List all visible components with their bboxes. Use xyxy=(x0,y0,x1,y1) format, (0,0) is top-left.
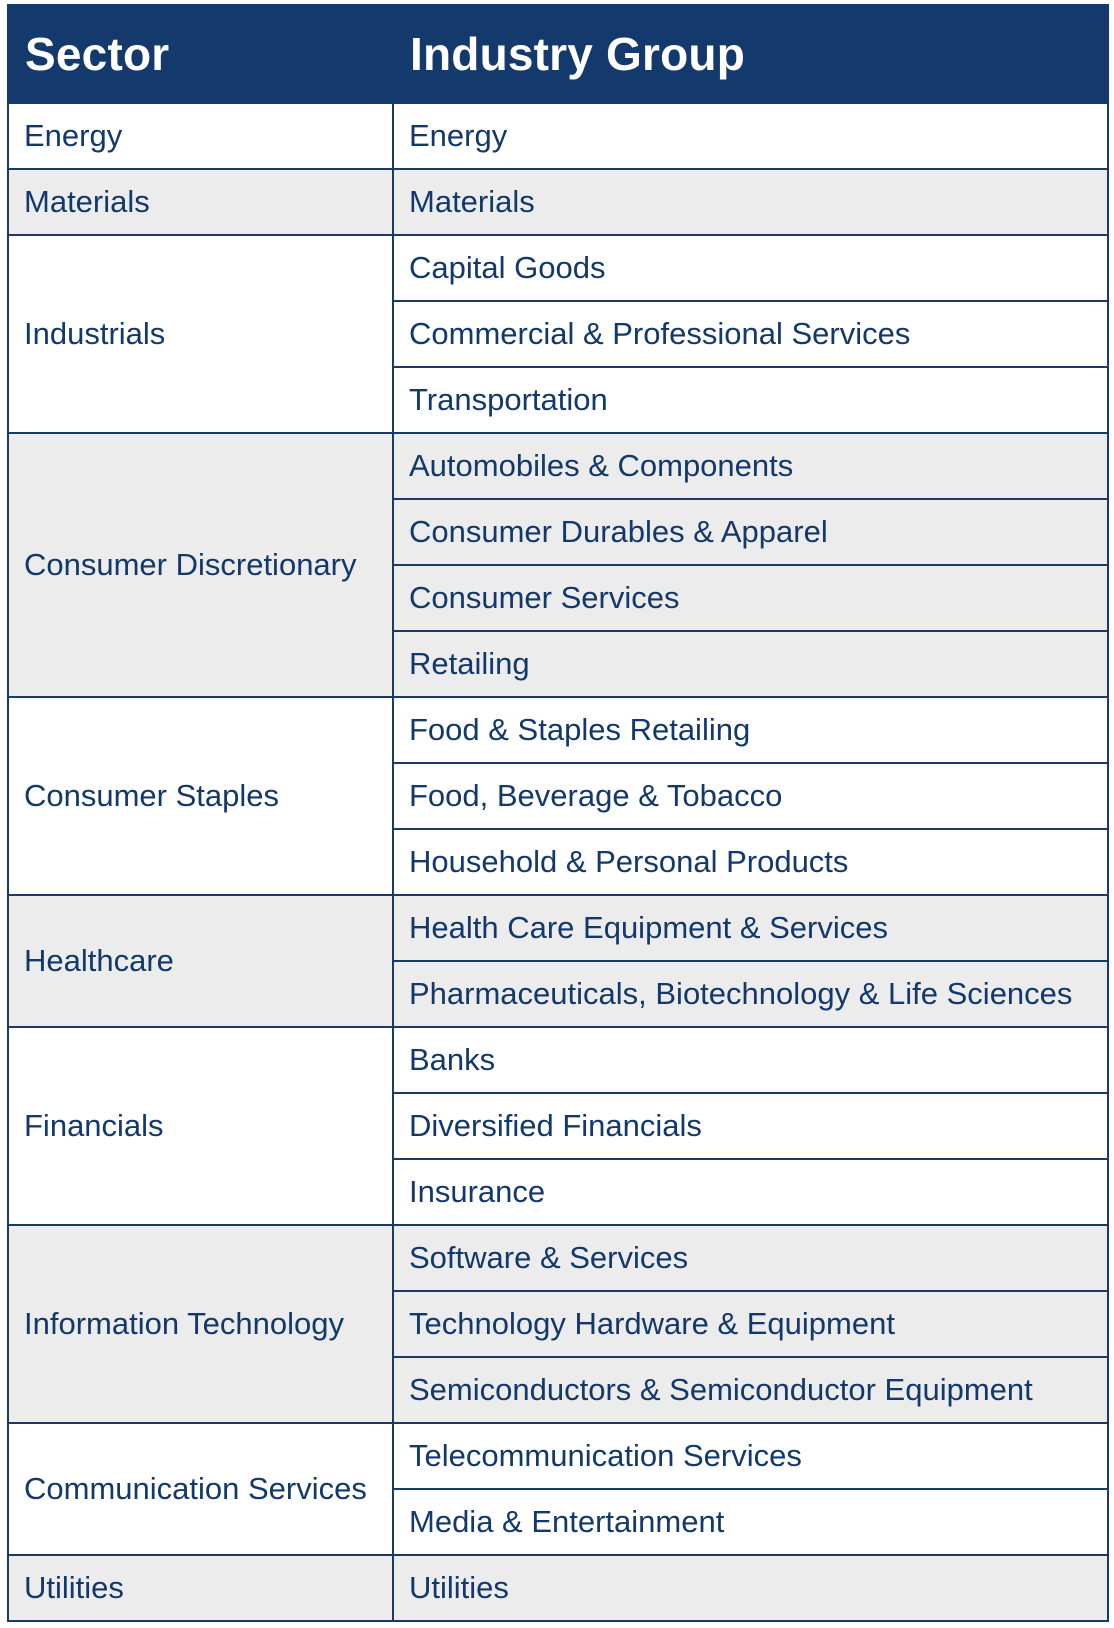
industry-group-cell: Software & Services xyxy=(392,1224,1109,1292)
table-row: Energy Energy xyxy=(7,102,1109,170)
table-row: Consumer Discretionary Automobiles & Comp… xyxy=(7,432,1109,698)
header-sector: Sector xyxy=(7,4,394,104)
industry-group-cell: Health Care Equipment & Services xyxy=(392,894,1109,962)
sector-cell: Materials xyxy=(7,168,394,236)
industry-group-cell: Semiconductors & Semiconductor Equipment xyxy=(392,1356,1109,1424)
table-body: Energy Energy Materials Materials Industrial… xyxy=(7,102,1109,1622)
industry-group-cell: Consumer Durables & Apparel xyxy=(392,498,1109,566)
table-row: Financials Banks xyxy=(7,1026,1109,1226)
industry-group-cell: Banks xyxy=(392,1026,1109,1094)
sector-cell: Financials xyxy=(7,1026,394,1226)
table-row: Pharmaceuticals, Biotechnology & Life Sc… xyxy=(8,960,1109,1028)
industry-group-cell: Food & Staples Retailing xyxy=(392,696,1109,764)
table-row: Transportation xyxy=(8,366,1109,434)
table-row: Food, Beverage & Tobacco xyxy=(8,762,1109,830)
sector-cell: Information Technology xyxy=(7,1224,394,1424)
industry-group-cell: Household & Personal Products xyxy=(392,828,1109,896)
table-row: Healthcare Health Care Equipment & Servic… xyxy=(7,894,1109,1028)
industry-group-cell: Capital Goods xyxy=(392,234,1109,302)
industry-group-cell: Materials xyxy=(392,168,1109,236)
sector-cell: Communication Services xyxy=(7,1422,394,1556)
table-row: Commercial & Professional Services xyxy=(8,300,1109,368)
industry-group-cell: Energy xyxy=(392,102,1109,170)
industry-group-cell: Automobiles & Components xyxy=(392,432,1109,500)
table-row: Materials Materials xyxy=(7,168,1109,236)
table-row: Technology Hardware & Equipment xyxy=(8,1290,1109,1358)
industry-group-cell: Commercial & Professional Services xyxy=(392,300,1109,368)
industry-group-cell: Media & Entertainment xyxy=(392,1488,1109,1556)
industry-group-cell: Telecommunication Services xyxy=(392,1422,1109,1490)
industry-group-cell: Insurance xyxy=(392,1158,1109,1226)
table-row: Consumer Durables & Apparel xyxy=(8,498,1109,566)
sector-cell: Consumer Staples xyxy=(7,696,394,896)
table-header-row: Sector Industry Group xyxy=(7,4,1109,104)
industry-group-cell: Diversified Financials xyxy=(392,1092,1109,1160)
table-row: Communication Services Telecommunication … xyxy=(7,1422,1109,1556)
table-row: Media & Entertainment xyxy=(8,1488,1109,1556)
industry-group-cell: Retailing xyxy=(392,630,1109,698)
industry-group-cell: Transportation xyxy=(392,366,1109,434)
header-industry-group: Industry Group xyxy=(392,4,1109,104)
sector-industry-table: Sector Industry Group Energy Energy Materi… xyxy=(7,4,1109,1622)
industry-group-cell: Consumer Services xyxy=(392,564,1109,632)
table-row: Semiconductors & Semiconductor Equipment xyxy=(8,1356,1109,1424)
table-row: Retailing xyxy=(8,630,1109,698)
industry-group-cell: Food, Beverage & Tobacco xyxy=(392,762,1109,830)
sector-cell: Healthcare xyxy=(7,894,394,1028)
table-row: Diversified Financials xyxy=(8,1092,1109,1160)
industry-group-cell: Technology Hardware & Equipment xyxy=(392,1290,1109,1358)
sector-cell: Consumer Discretionary xyxy=(7,432,394,698)
table-row: Household & Personal Products xyxy=(8,828,1109,896)
industry-group-cell: Utilities xyxy=(392,1554,1109,1622)
table-row: Consumer Staples Food & Staples Retailing xyxy=(7,696,1109,896)
sector-table-container: Sector Industry Group Energy Energy Materi… xyxy=(7,4,1109,1622)
industry-group-cell: Pharmaceuticals, Biotechnology & Life Sc… xyxy=(392,960,1109,1028)
table-row: Insurance xyxy=(8,1158,1109,1226)
sector-cell: Utilities xyxy=(7,1554,394,1622)
table-row: Industrials Capital Goods xyxy=(7,234,1109,434)
sector-cell: Industrials xyxy=(7,234,394,434)
table-row: Information Technology Software & Service… xyxy=(7,1224,1109,1424)
sector-cell: Energy xyxy=(7,102,394,170)
table-row: Utilities Utilities xyxy=(7,1554,1109,1622)
table-row: Consumer Services xyxy=(8,564,1109,632)
